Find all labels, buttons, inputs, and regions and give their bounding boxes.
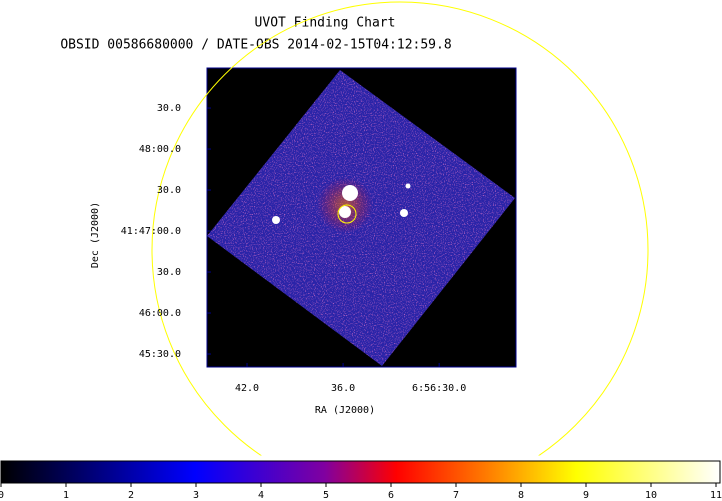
y-tick-label: 30.0 bbox=[157, 103, 181, 114]
y-tick-label: 30.0 bbox=[157, 185, 181, 196]
colorbar-tick-label: 11 bbox=[710, 490, 722, 501]
colorbar-tick-label: 6 bbox=[388, 490, 394, 501]
y-tick-label: 30.0 bbox=[157, 267, 181, 278]
y-tick-label: 41:47:00.0 bbox=[121, 226, 181, 237]
colorbar-tick-label: 9 bbox=[583, 490, 589, 501]
colorbar-tick-label: 1 bbox=[63, 490, 69, 501]
colorbar-tick-label: 4 bbox=[258, 490, 264, 501]
chart-subtitle: OBSID 00586680000 / DATE-OBS 2014-02-15T… bbox=[60, 38, 451, 53]
colorbar bbox=[0, 460, 721, 484]
y-tick-label: 46:00.0 bbox=[139, 308, 181, 319]
colorbar-tick-label: 3 bbox=[193, 490, 199, 501]
colorbar-tick-label: 7 bbox=[453, 490, 459, 501]
target-circle bbox=[337, 204, 357, 224]
colorbar-tick-label: 10 bbox=[645, 490, 657, 501]
colorbar-tick-label: 8 bbox=[518, 490, 524, 501]
colorbar-tick-label: 0 bbox=[0, 490, 4, 501]
colorbar-tick-label: 5 bbox=[323, 490, 329, 501]
x-tick-label: 6:56:30.0 bbox=[412, 383, 466, 394]
x-axis-label: RA (J2000) bbox=[315, 405, 375, 416]
x-tick-label: 36.0 bbox=[331, 383, 355, 394]
sources bbox=[272, 183, 411, 224]
y-tick-label: 45:30.0 bbox=[139, 349, 181, 360]
y-axis-label: Dec (J2000) bbox=[90, 202, 101, 268]
colorbar-tick-label: 2 bbox=[128, 490, 134, 501]
chart-title: UVOT Finding Chart bbox=[255, 16, 396, 31]
x-tick-label: 42.0 bbox=[235, 383, 259, 394]
y-tick-label: 48:00.0 bbox=[139, 144, 181, 155]
